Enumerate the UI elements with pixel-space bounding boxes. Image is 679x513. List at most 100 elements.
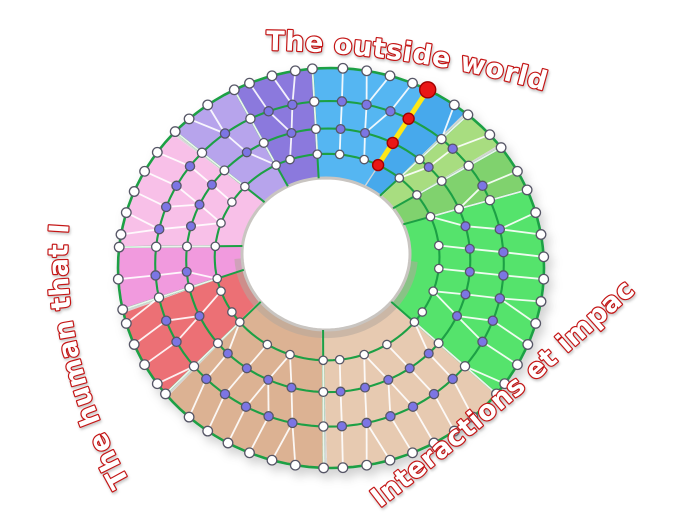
mesh-node-white[interactable] — [535, 229, 547, 240]
mesh-node-white[interactable] — [318, 462, 330, 474]
mesh-node-white[interactable] — [289, 459, 301, 471]
mesh-node-purple[interactable] — [336, 96, 348, 107]
mesh-node-purple[interactable] — [383, 374, 394, 385]
mesh-node-white[interactable] — [484, 194, 496, 206]
mesh-node-white[interactable] — [219, 165, 230, 176]
mesh-node-white[interactable] — [117, 304, 129, 316]
mesh-node-white[interactable] — [530, 207, 542, 219]
mesh-node-white[interactable] — [334, 149, 345, 160]
mesh-node-white[interactable] — [318, 386, 329, 398]
mesh-node-purple[interactable] — [335, 123, 346, 135]
mesh-node-purple[interactable] — [464, 243, 475, 254]
highlighted-node[interactable] — [386, 136, 399, 150]
mesh-node-white[interactable] — [306, 63, 318, 75]
mesh-node-purple[interactable] — [477, 180, 488, 192]
mesh-node-purple[interactable] — [447, 373, 458, 385]
mesh-node-white[interactable] — [202, 425, 214, 437]
mesh-node-purple[interactable] — [460, 221, 471, 232]
mesh-node-white[interactable] — [433, 263, 444, 274]
mesh-node-white[interactable] — [394, 173, 405, 183]
mesh-node-white[interactable] — [414, 154, 425, 165]
mesh-node-white[interactable] — [120, 207, 132, 219]
mesh-node-purple[interactable] — [359, 127, 371, 139]
mesh-node-purple[interactable] — [171, 180, 182, 192]
mesh-node-white[interactable] — [196, 147, 208, 159]
mesh-node-purple[interactable] — [240, 401, 252, 412]
mesh-node-white[interactable] — [150, 241, 162, 253]
mesh-node-purple[interactable] — [385, 106, 396, 117]
mesh-node-white[interactable] — [522, 339, 534, 350]
highlighted-node[interactable] — [402, 112, 415, 125]
mesh-node-purple[interactable] — [160, 315, 172, 326]
mesh-node-purple[interactable] — [494, 223, 506, 235]
mesh-node-purple[interactable] — [219, 388, 231, 400]
mesh-node-white[interactable] — [484, 129, 496, 141]
mesh-node-purple[interactable] — [487, 315, 499, 326]
mesh-node-purple[interactable] — [286, 127, 297, 139]
mesh-node-white[interactable] — [334, 354, 345, 365]
mesh-node-purple[interactable] — [219, 128, 231, 139]
mesh-node-white[interactable] — [216, 286, 226, 297]
mesh-node-white[interactable] — [240, 181, 250, 192]
mesh-node-white[interactable] — [318, 421, 329, 432]
mesh-node-white[interactable] — [384, 454, 396, 466]
sector-pink-light[interactable] — [119, 134, 265, 248]
mesh-node-white[interactable] — [115, 229, 127, 240]
mesh-node-purple[interactable] — [222, 348, 233, 359]
mesh-node-white[interactable] — [436, 133, 447, 145]
mesh-node-white[interactable] — [244, 77, 255, 89]
mesh-node-purple[interactable] — [460, 289, 471, 300]
mesh-node-purple[interactable] — [206, 179, 217, 190]
mesh-node-white[interactable] — [467, 411, 479, 423]
mesh-node-white[interactable] — [160, 388, 171, 400]
mesh-node-purple[interactable] — [241, 147, 252, 158]
mesh-node-white[interactable] — [210, 241, 221, 252]
mesh-node-white[interactable] — [428, 437, 440, 449]
mesh-node-white[interactable] — [495, 142, 507, 154]
mesh-node-white[interactable] — [463, 160, 474, 172]
mesh-node-white[interactable] — [227, 307, 237, 317]
mesh-node-white[interactable] — [425, 211, 436, 222]
mesh-node-white[interactable] — [212, 338, 223, 349]
mesh-node-purple[interactable] — [184, 160, 196, 172]
mesh-node-white[interactable] — [139, 165, 151, 177]
mesh-node-white[interactable] — [407, 447, 418, 459]
mesh-node-white[interactable] — [530, 317, 542, 329]
mesh-node-white[interactable] — [412, 190, 422, 200]
mesh-node-white[interactable] — [511, 165, 523, 177]
mesh-node-white[interactable] — [212, 273, 223, 284]
mesh-node-purple[interactable] — [464, 266, 475, 277]
mesh-node-white[interactable] — [183, 113, 195, 125]
mesh-node-white[interactable] — [359, 349, 370, 360]
sector-green-yellow[interactable] — [381, 114, 499, 209]
mesh-node-white[interactable] — [228, 84, 240, 96]
mesh-node-white[interactable] — [271, 160, 281, 170]
mesh-node-purple[interactable] — [287, 417, 298, 429]
mesh-node-purple[interactable] — [287, 99, 298, 110]
mesh-node-white[interactable] — [139, 359, 151, 371]
highlighted-path[interactable] — [375, 87, 431, 168]
sector-pink-deep[interactable] — [118, 246, 244, 310]
mesh-node-purple[interactable] — [335, 386, 346, 397]
mesh-node-purple[interactable] — [359, 382, 371, 393]
mesh-node-white[interactable] — [382, 339, 392, 350]
mesh-node-white[interactable] — [433, 338, 444, 349]
mesh-node-purple[interactable] — [361, 417, 372, 429]
mesh-node-purple[interactable] — [194, 310, 205, 322]
mesh-node-purple[interactable] — [407, 401, 419, 412]
mesh-node-white[interactable] — [310, 123, 321, 135]
mesh-node-white[interactable] — [128, 339, 140, 350]
highlighted-node[interactable] — [371, 158, 385, 172]
mesh-node-purple[interactable] — [361, 99, 372, 110]
highlighted-node[interactable] — [419, 81, 437, 99]
mesh-node-white[interactable] — [262, 339, 273, 350]
mesh-node-white[interactable] — [266, 70, 278, 82]
mesh-node-white[interactable] — [245, 113, 256, 124]
mesh-node-purple[interactable] — [160, 201, 172, 213]
mesh-node-white[interactable] — [258, 137, 269, 148]
mesh-node-white[interactable] — [184, 282, 195, 293]
mesh-node-white[interactable] — [153, 292, 165, 303]
mesh-node-white[interactable] — [448, 99, 460, 111]
mesh-node-purple[interactable] — [150, 270, 161, 281]
mesh-node-white[interactable] — [128, 186, 140, 197]
